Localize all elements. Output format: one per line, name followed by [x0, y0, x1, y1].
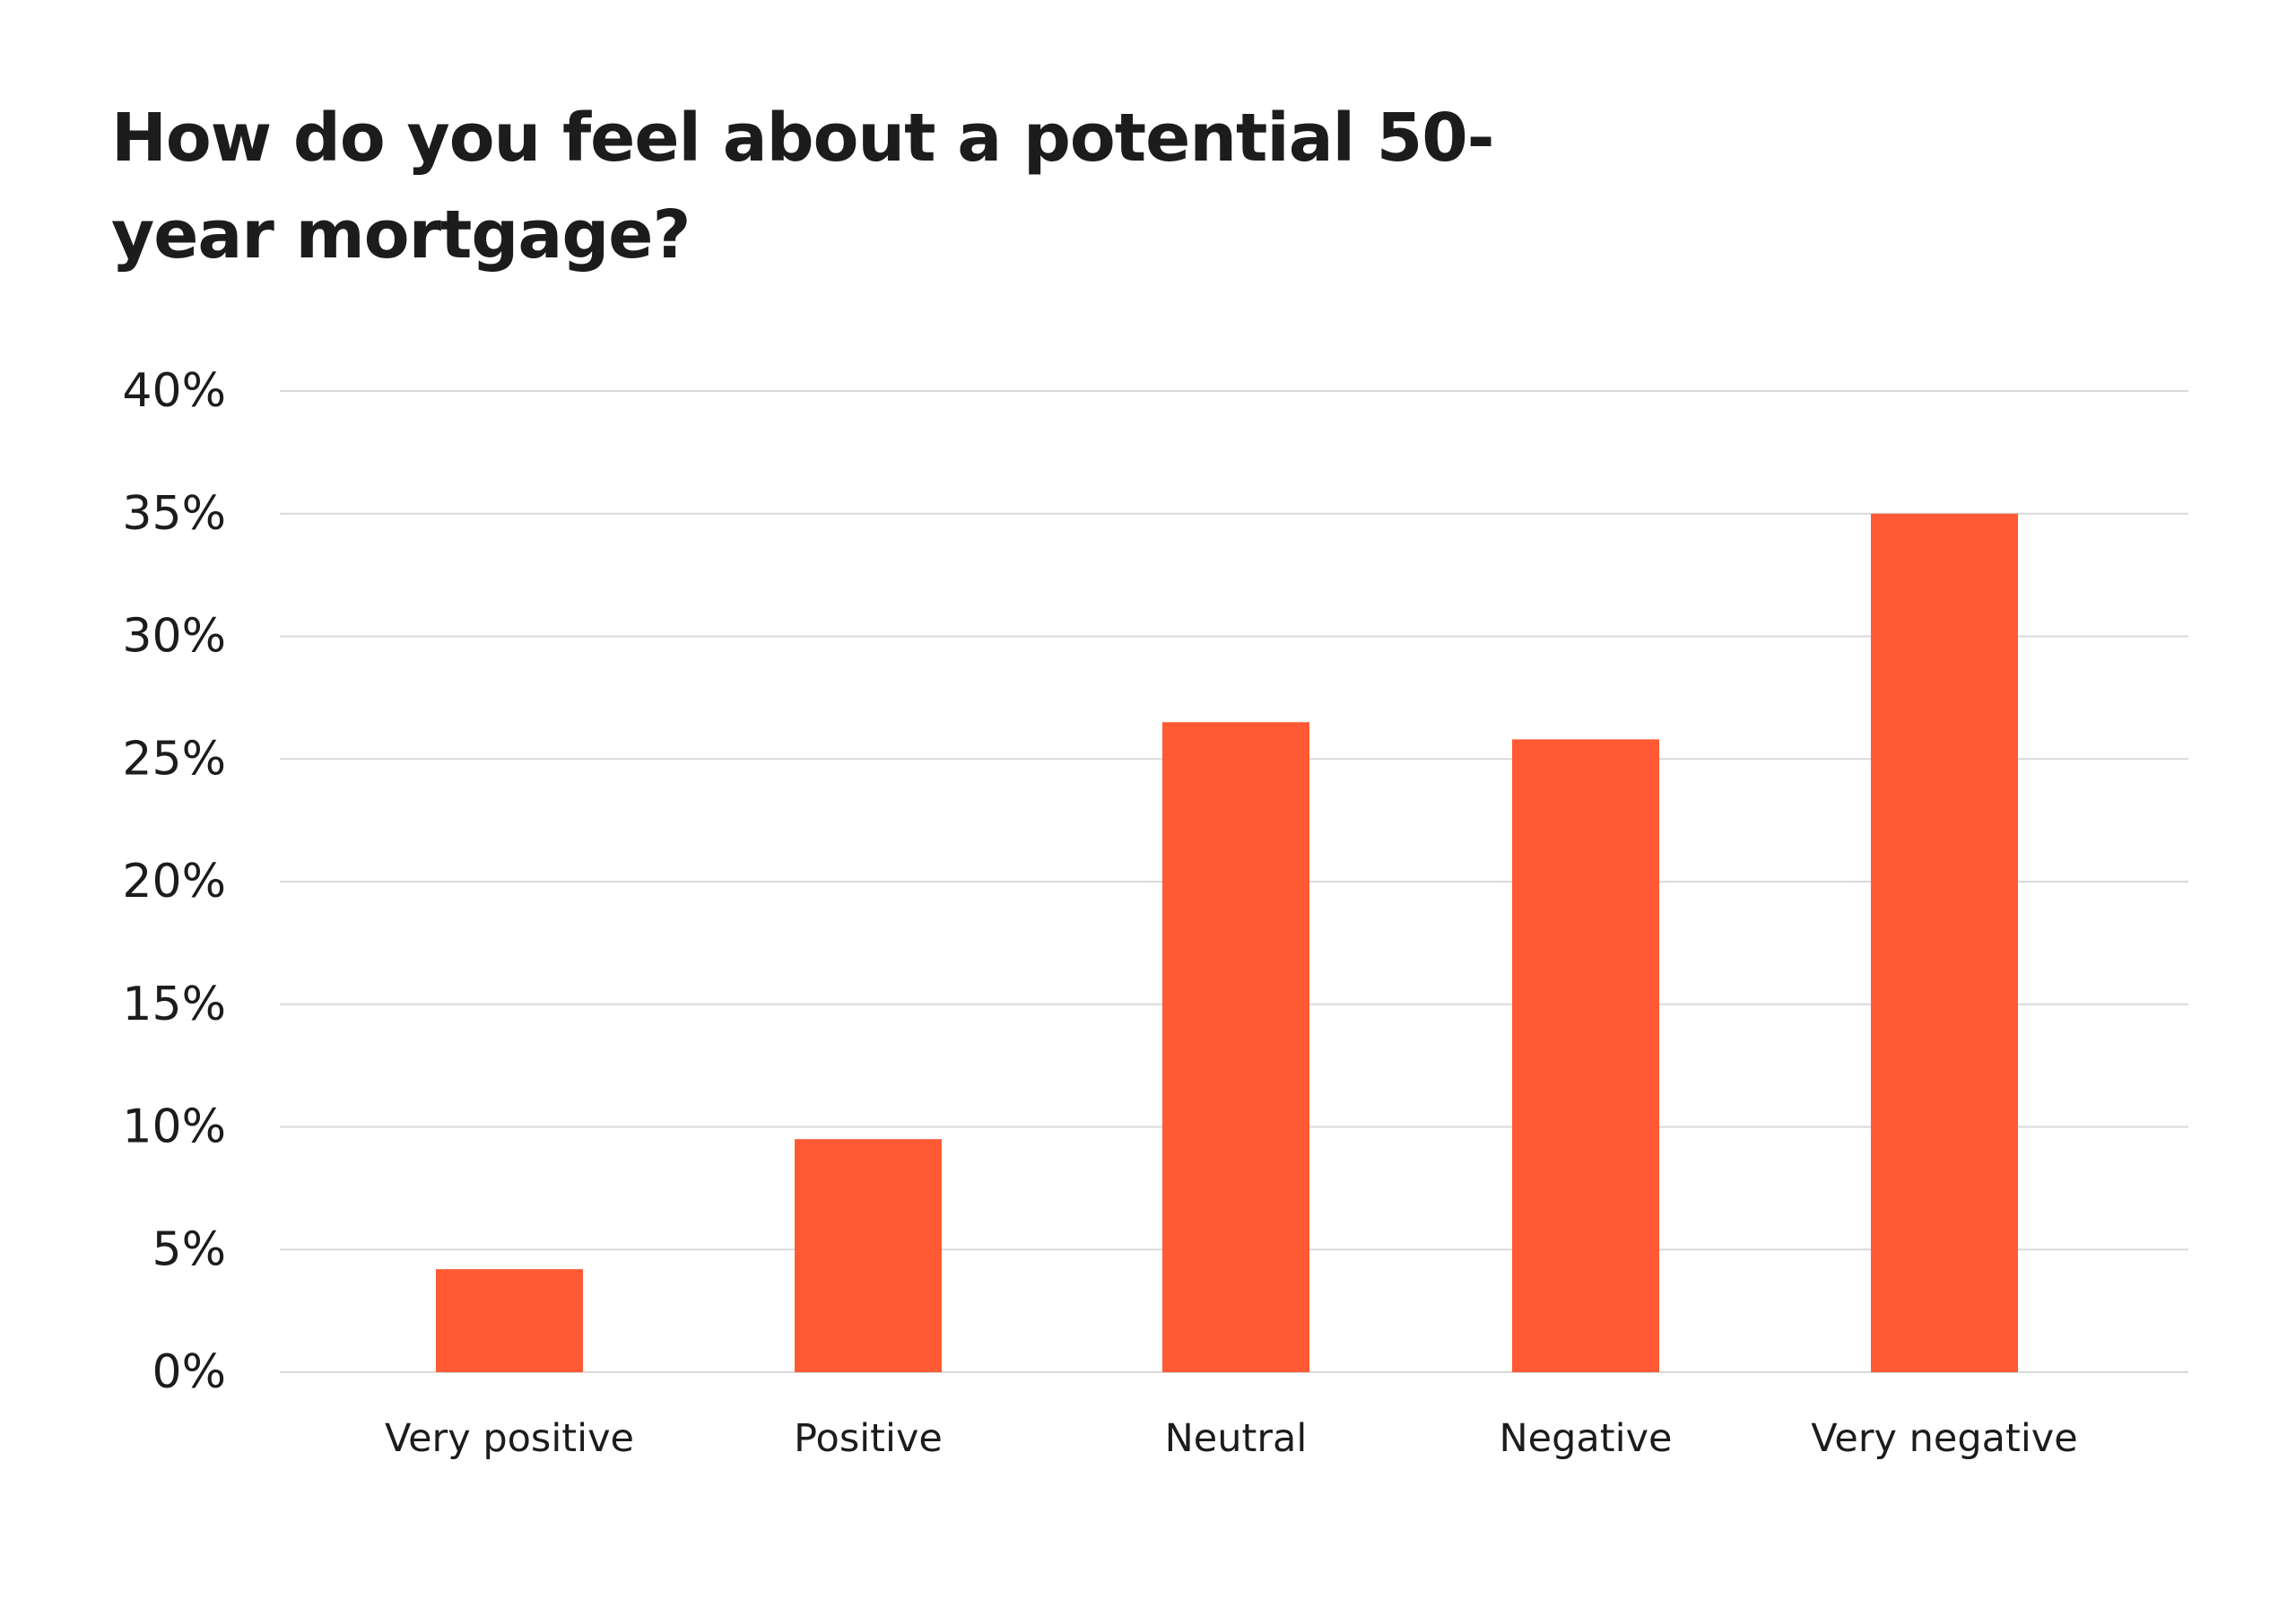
x-category-label: Neutral [1165, 1416, 1308, 1461]
x-category-label: Positive [794, 1416, 943, 1461]
x-category-label: Very positive [385, 1416, 634, 1461]
y-tick-label: 15% [122, 978, 226, 1031]
y-tick-label: 0% [152, 1345, 227, 1399]
y-axis-tick-labels: 0% 5% 10% 15% 20% 25% 30% 35% 40% [122, 364, 226, 1399]
bar [1512, 739, 1659, 1372]
bar [1871, 513, 2018, 1372]
bar [436, 1269, 583, 1372]
x-axis-category-labels: Very positive Positive Neutral Negative Very… [385, 1416, 2078, 1461]
y-tick-label: 20% [122, 855, 226, 909]
x-category-label: Very negative [1811, 1416, 2077, 1461]
y-tick-label: 10% [122, 1100, 226, 1154]
x-category-label: Negative [1500, 1416, 1673, 1461]
chart-title: How do you feel about a potential 50-yea… [111, 100, 1495, 274]
bar [795, 1139, 942, 1372]
y-tick-label: 40% [122, 364, 226, 418]
y-tick-label: 5% [152, 1222, 227, 1276]
bar [1162, 722, 1309, 1372]
bars [436, 513, 2018, 1372]
y-tick-label: 30% [122, 610, 226, 664]
y-tick-label: 35% [122, 487, 226, 541]
y-tick-label: 25% [122, 732, 226, 786]
